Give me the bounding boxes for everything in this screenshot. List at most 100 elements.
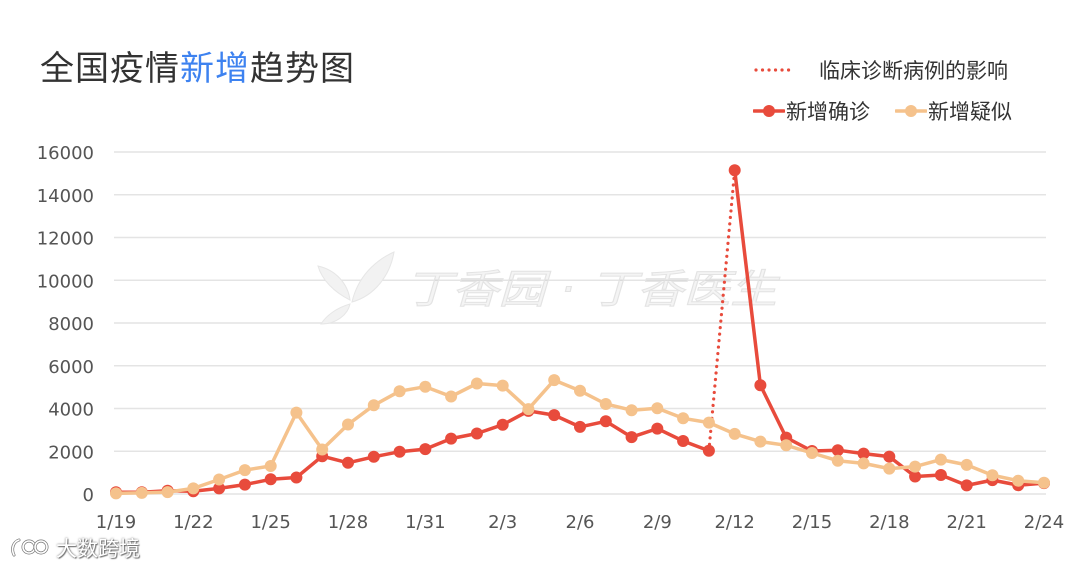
confirmed-point [470,427,483,440]
suspected-point [367,399,380,412]
y-tick-label: 16000 [37,143,94,164]
confirmed-point [960,479,973,492]
confirmed-point [393,445,406,458]
suspected-point [934,453,947,466]
suspected-point [831,454,844,467]
x-tick-label: 2/24 [1024,512,1064,533]
confirmed-point [419,443,432,456]
y-tick-label: 12000 [37,229,94,250]
suspected-point [1012,474,1025,487]
legend-item-clinical-diagnosis: 临床诊断病例的影响 [753,57,1008,83]
confirmed-line-swatch-icon [753,105,785,117]
confirmed-point [213,482,226,495]
confirmed-point [934,469,947,481]
confirmed-point [342,456,354,469]
suspected-series [110,374,1050,500]
confirmed-point [857,447,870,460]
suspected-point [599,398,612,410]
suspected-point [393,385,406,398]
confirmed-point [728,164,741,177]
watermark: 丁香园 · 丁香医生 [317,251,781,325]
suspected-point [342,418,354,431]
y-tick-label: 14000 [37,186,94,207]
x-tick-label: 2/15 [792,512,832,533]
confirmed-point [574,420,586,433]
legend-item-confirmed: 新增确诊 [753,98,870,124]
confirmed-series [110,164,1050,499]
footer-watermark-text: 大数跨境 [56,537,140,561]
x-axis: 1/19 1/22 1/25 1/28 1/31 2/3 2/6 2/9 2/12 2/15 2/1… [96,512,1064,533]
confirmed-point [264,473,277,486]
suspected-point [909,460,922,473]
suspected-point [702,416,715,429]
suspected-line [114,378,1046,496]
x-tick-label: 1/19 [96,512,136,533]
confirmed-point [238,478,251,491]
suspected-line-swatch-icon [895,105,927,117]
gridlines [114,151,1046,495]
x-tick-label: 1/31 [405,512,445,533]
series [110,164,1050,500]
x-tick-label: 2/18 [869,512,909,533]
suspected-point [445,390,458,403]
suspected-point [238,464,251,477]
suspected-point [161,486,174,499]
brand-logo-icon [11,538,49,557]
y-tick-label: 2000 [48,442,94,463]
dotted-line-swatch-icon [754,68,794,72]
confirmed-point [831,444,844,457]
confirmed-point [677,435,690,447]
legend-label-confirmed: 新增确诊 [786,100,870,124]
suspected-point [625,404,638,417]
confirmed-point [445,432,458,445]
x-tick-label: 1/28 [328,512,368,533]
suspected-point [883,462,896,475]
x-tick-label: 2/3 [488,512,517,533]
suspected-point [316,443,329,456]
suspected-point [780,439,793,452]
suspected-point [728,427,741,440]
confirmed-point [625,431,638,444]
confirmed-point [909,470,922,483]
y-tick-label: 8000 [48,314,94,335]
legend-item-suspected: 新增疑似 [895,98,1012,124]
suspected-point [135,486,148,499]
suspected-point [960,458,973,471]
legend-label-clinical-diagnosis: 临床诊断病例的影响 [819,59,1008,83]
suspected-point [806,447,818,459]
legend-label-suspected: 新增疑似 [928,100,1012,124]
confirmed-point [367,450,380,463]
suspected-point [754,435,767,448]
suspected-point [213,473,226,486]
suspected-point [496,379,509,392]
y-tick-label: 10000 [37,271,94,292]
suspected-point [1038,476,1050,489]
suspected-point [677,412,690,425]
y-tick-label: 6000 [48,357,94,378]
confirmed-point [548,409,561,422]
suspected-point [419,380,432,393]
suspected-point [548,374,561,387]
chart-title-highlight: 新增 [180,49,250,89]
suspected-point [290,406,303,419]
x-tick-label: 2/21 [946,512,986,533]
leaf-logo-icon [317,251,395,325]
watermark-text: 丁香园 · 丁香医生 [405,267,780,313]
confirmed-point [290,471,303,484]
suspected-point [470,377,483,390]
confirmed-point [496,418,509,431]
suspected-point [522,403,535,416]
suspected-point [187,482,200,495]
suspected-point [651,402,664,415]
x-tick-label: 1/22 [173,512,213,533]
y-tick-label: 0 [83,485,94,506]
footer-watermark: 大数跨境 [8,534,140,562]
confirmed-point [599,415,612,428]
suspected-point [574,384,586,397]
confirmed-point [754,379,767,392]
x-tick-label: 2/9 [643,512,672,533]
confirmed-point [651,422,664,435]
y-tick-label: 4000 [48,400,94,421]
suspected-point [110,487,122,500]
